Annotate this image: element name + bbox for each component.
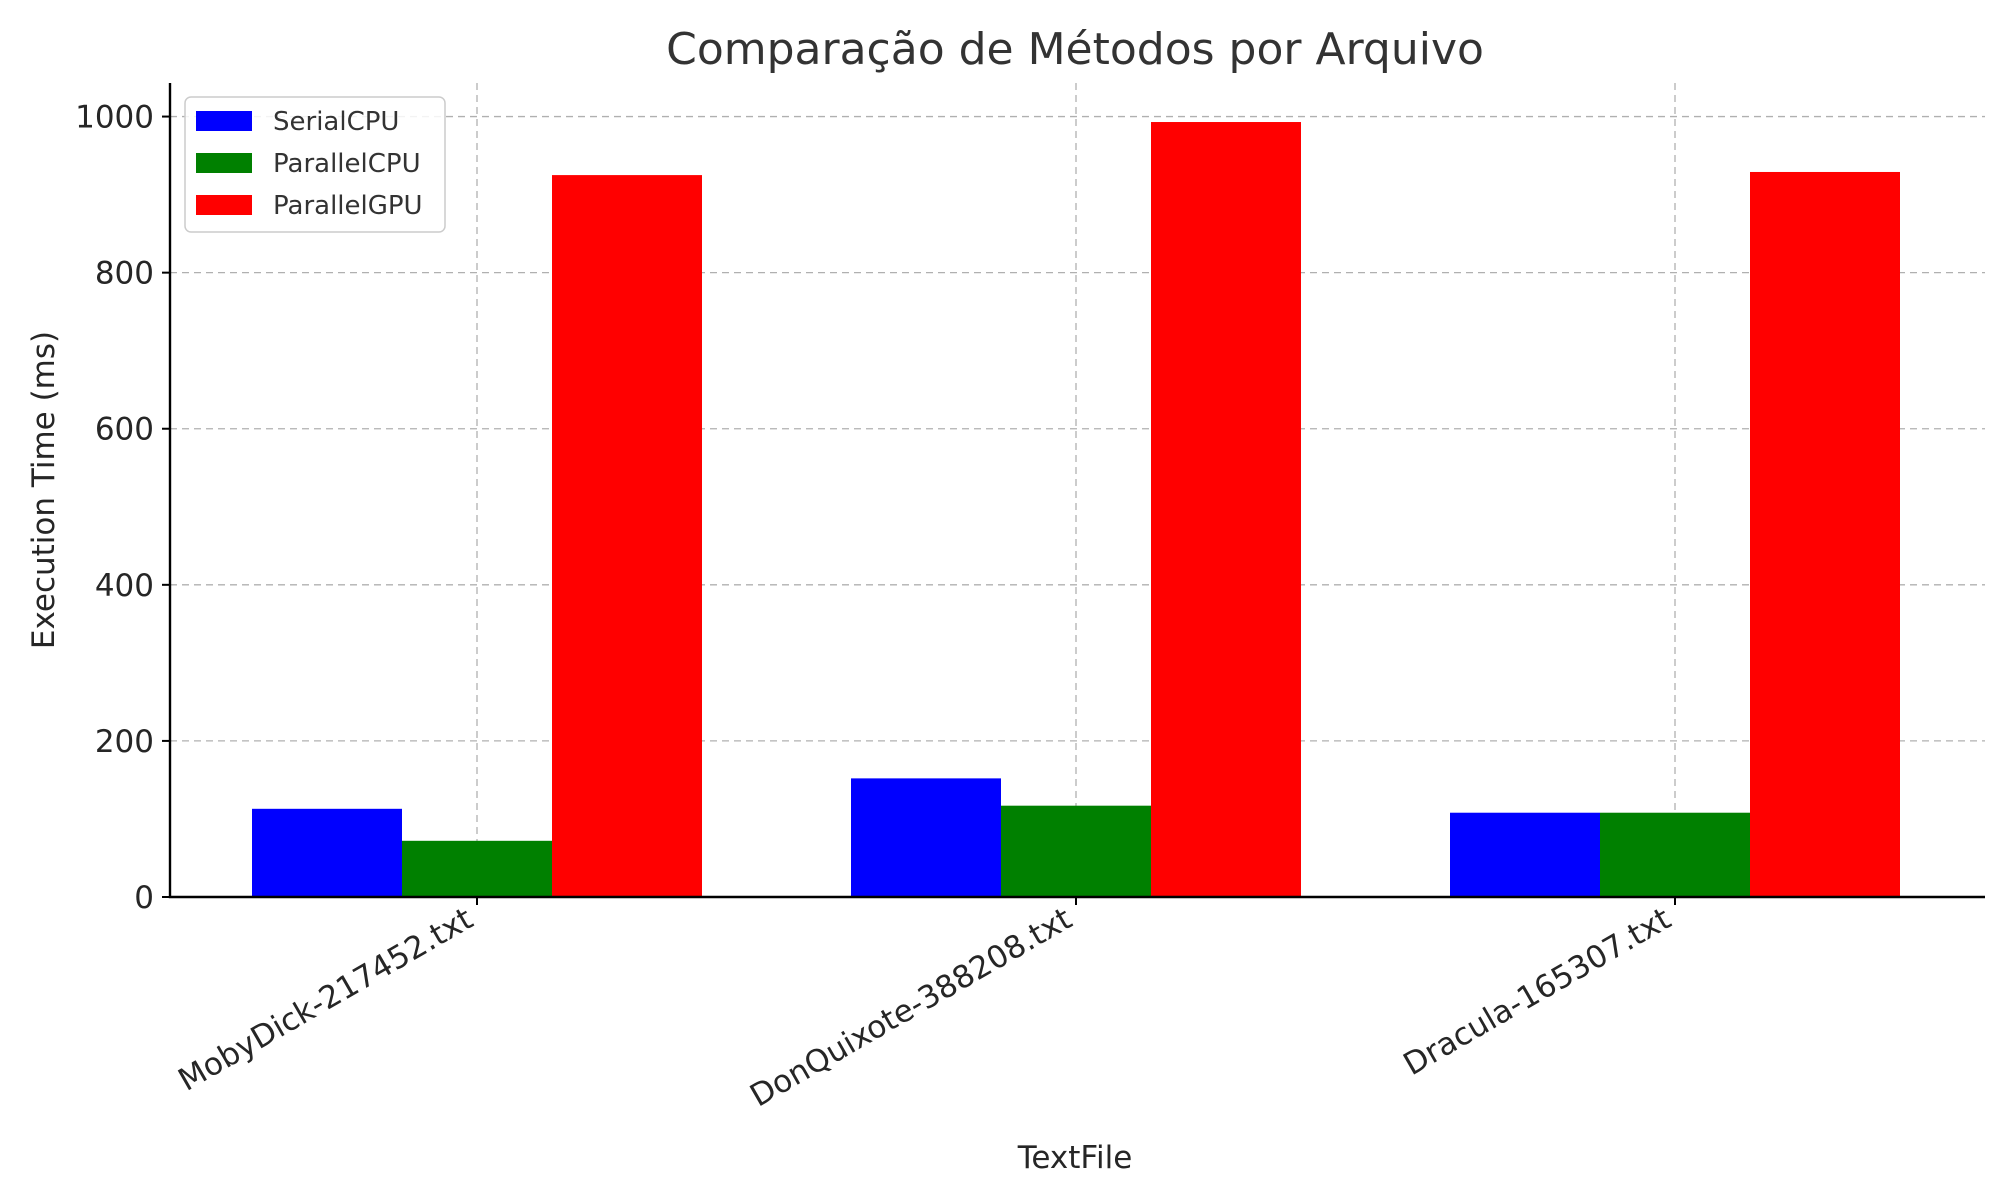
bar-ParallelGPU-1 — [1151, 122, 1301, 898]
bar-ParallelGPU-2 — [1750, 171, 1900, 897]
y-tick-label: 0 — [134, 880, 154, 916]
y-tick-label: 800 — [95, 256, 154, 292]
bar-SerialCPU-1 — [851, 778, 1001, 897]
x-axis-label: TextFile — [1017, 1140, 1133, 1176]
bar-ParallelGPU-0 — [552, 175, 702, 897]
legend-swatch — [196, 111, 252, 131]
y-tick-label: 200 — [95, 724, 154, 760]
bar-SerialCPU-2 — [1450, 812, 1600, 897]
bar-ParallelCPU-1 — [1001, 805, 1151, 897]
y-axis-label: Execution Time (ms) — [26, 331, 62, 649]
legend-label: ParallelGPU — [273, 191, 423, 221]
bar-SerialCPU-0 — [252, 808, 402, 897]
legend-label: SerialCPU — [273, 107, 399, 137]
bar-ParallelCPU-2 — [1600, 812, 1750, 897]
bars — [252, 122, 1900, 898]
legend-swatch — [196, 195, 252, 215]
legend-label: ParallelCPU — [273, 149, 421, 179]
legend: SerialCPU ParallelCPU ParallelGPU — [184, 96, 446, 233]
legend-swatch — [196, 153, 252, 173]
chart-title: Comparação de Métodos por Arquivo — [666, 24, 1484, 75]
y-tick-label: 1000 — [75, 100, 154, 136]
y-tick-label: 400 — [95, 568, 154, 604]
y-tick-label: 600 — [95, 412, 154, 448]
bar-ParallelCPU-0 — [402, 840, 552, 897]
